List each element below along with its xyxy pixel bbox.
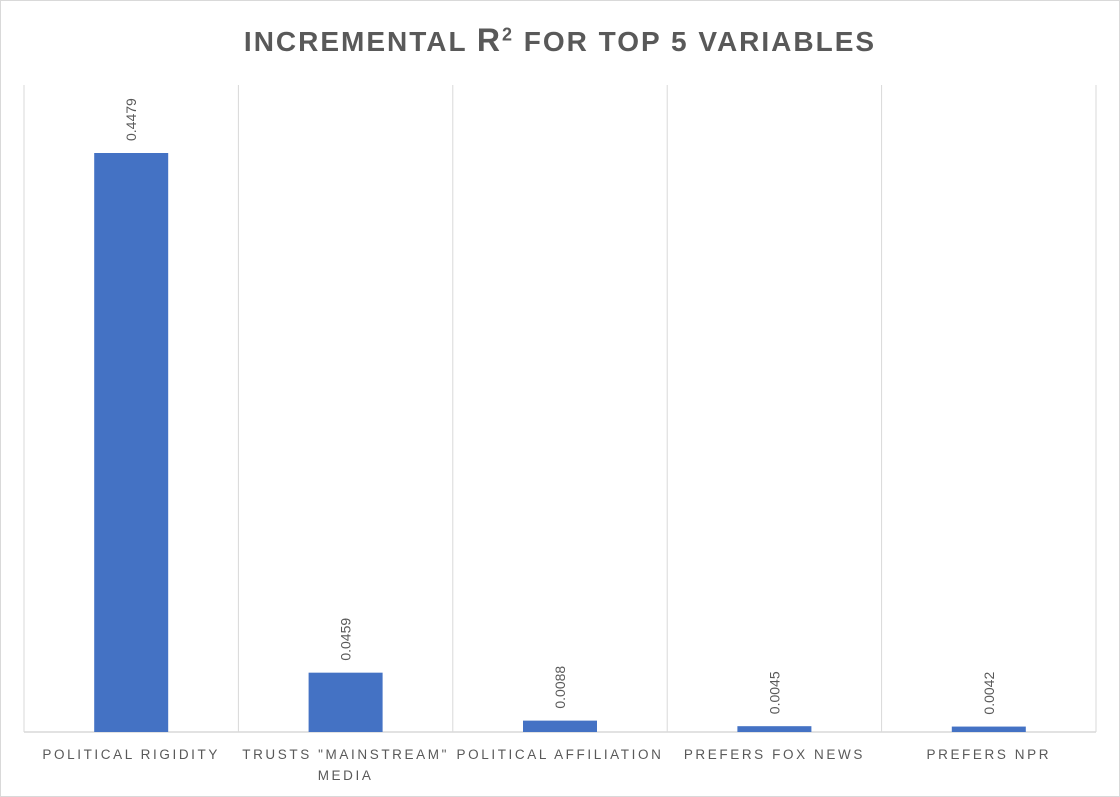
data-label: 0.0042 (981, 672, 997, 715)
chart-title-superscript: 2 (502, 24, 515, 45)
data-label: 0.4479 (123, 98, 139, 141)
chart-title: INCREMENTAL R2 FOR TOP 5 VARIABLES (0, 22, 1120, 59)
category-label: TRUSTS "MAINSTREAM" (242, 747, 449, 762)
category-label: PREFERS FOX NEWS (684, 747, 865, 762)
chart-title-suffix: FOR TOP 5 VARIABLES (514, 26, 877, 57)
category-label: PREFERS NPR (926, 747, 1051, 762)
bar (523, 720, 597, 732)
data-label: 0.0088 (552, 666, 568, 709)
chart-title-prefix: INCREMENTAL (243, 26, 477, 57)
bar (308, 672, 383, 732)
category-label: POLITICAL RIGIDITY (42, 747, 220, 762)
category-label: POLITICAL AFFILIATION (457, 747, 664, 762)
bar (737, 726, 812, 732)
bar (94, 153, 169, 732)
chart-title-r: R (476, 22, 502, 58)
category-label: MEDIA (318, 768, 374, 783)
bar (951, 726, 1026, 732)
data-label: 0.0459 (338, 618, 354, 661)
data-label: 0.0045 (766, 671, 782, 714)
